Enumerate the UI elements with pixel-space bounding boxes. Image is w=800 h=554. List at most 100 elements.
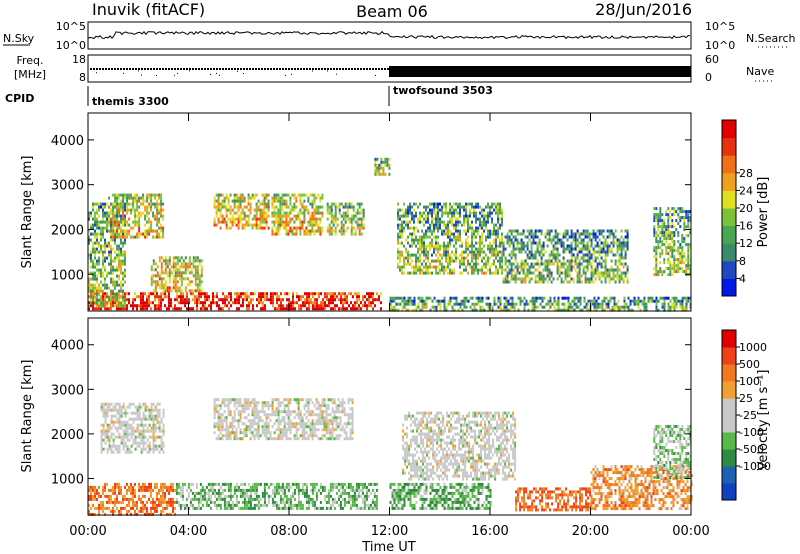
- power-cell: [120, 229, 123, 233]
- velocity-cell: [150, 485, 152, 489]
- velocity-cell: [152, 500, 154, 504]
- power-cell: [263, 202, 266, 206]
- power-cell: [362, 208, 365, 212]
- velocity-cell: [124, 420, 127, 424]
- power-cell: [457, 220, 459, 224]
- power-cell: [293, 202, 296, 206]
- power-cell: [164, 265, 167, 269]
- power-cell: [532, 232, 535, 236]
- power-cell: [524, 277, 527, 281]
- power-cell: [350, 217, 353, 221]
- velocity-cell: [130, 491, 132, 495]
- power-cell: [675, 210, 678, 214]
- power-cell: [679, 305, 682, 309]
- power-cell: [447, 226, 449, 230]
- power-colorbar-label: 4: [739, 272, 746, 285]
- power-cell: [156, 214, 159, 218]
- power-cell: [112, 220, 115, 224]
- power-cell: [552, 250, 555, 254]
- power-cell: [350, 202, 353, 206]
- power-cell: [551, 302, 554, 306]
- power-cell: [124, 229, 126, 233]
- power-cell: [590, 265, 593, 269]
- nsearch-ytick-bottom: 10^0: [705, 39, 735, 52]
- nave-point: [210, 74, 211, 76]
- power-cell: [534, 241, 537, 245]
- power-cell: [311, 229, 314, 233]
- power-cell: [421, 299, 424, 303]
- power-cell: [405, 302, 408, 306]
- power-cell: [443, 211, 445, 215]
- power-cell: [120, 280, 122, 284]
- power-cell: [130, 193, 133, 197]
- power-cell: [556, 271, 559, 275]
- power-cell: [479, 211, 481, 215]
- power-cell: [562, 265, 565, 269]
- power-cell: [570, 241, 573, 245]
- power-cell: [451, 223, 453, 227]
- velocity-cell: [170, 500, 172, 504]
- power-cell: [110, 232, 113, 236]
- power-cell: [463, 208, 465, 212]
- power-cell: [495, 247, 497, 251]
- power-cell: [435, 214, 437, 218]
- power-cell: [519, 302, 522, 306]
- power-cell: [222, 292, 224, 296]
- power-cell: [677, 264, 680, 268]
- power-cell: [622, 238, 625, 242]
- power-cell: [158, 211, 161, 215]
- freq-point: [96, 68, 98, 70]
- power-cell: [88, 304, 90, 308]
- nave-point: [96, 72, 97, 74]
- power-cell: [540, 262, 543, 266]
- power-cell: [419, 256, 421, 260]
- power-cell: [401, 305, 404, 309]
- power-cell: [98, 205, 100, 209]
- power-cell: [425, 205, 427, 209]
- power-cell: [582, 247, 585, 251]
- velocity-cell: [130, 506, 132, 510]
- velocity-cell: [164, 485, 166, 489]
- power-cell: [447, 271, 449, 275]
- power-cell: [168, 262, 171, 266]
- power-cell: [112, 292, 114, 296]
- power-cell: [307, 229, 310, 233]
- power-cell: [433, 229, 435, 233]
- power-cell: [489, 211, 491, 215]
- power-cell: [493, 250, 495, 254]
- power-cell: [433, 217, 435, 221]
- power-cell: [148, 217, 151, 221]
- power-cell: [461, 250, 463, 254]
- velocity-cell: [124, 506, 126, 510]
- power-cell: [495, 271, 497, 275]
- power-cell: [645, 302, 648, 306]
- velocity-cell: [140, 405, 143, 409]
- power-cell: [118, 289, 120, 293]
- power-cell: [120, 199, 123, 203]
- freq-point: [171, 68, 173, 70]
- power-cell: [289, 202, 292, 206]
- power-cell: [502, 244, 505, 248]
- power-cell: [622, 265, 625, 269]
- power-cell: [608, 250, 611, 254]
- power-cell: [512, 274, 515, 278]
- power-cell: [326, 298, 328, 302]
- power-cell: [491, 205, 493, 209]
- power-cell: [536, 241, 539, 245]
- power-cell: [471, 265, 473, 269]
- power-cell: [683, 308, 686, 312]
- power-cell: [182, 298, 184, 302]
- power-cell: [204, 307, 206, 311]
- power-cell: [263, 211, 266, 215]
- power-cell: [287, 220, 290, 224]
- power-cell: [635, 299, 638, 303]
- power-cell: [403, 305, 406, 309]
- power-cell: [469, 244, 471, 248]
- power-cell: [152, 292, 154, 296]
- power-cell: [433, 208, 435, 212]
- power-cell: [673, 207, 676, 211]
- power-cell: [90, 238, 92, 242]
- power-cell: [342, 304, 344, 308]
- power-cell: [134, 193, 137, 197]
- power-cell: [255, 205, 258, 209]
